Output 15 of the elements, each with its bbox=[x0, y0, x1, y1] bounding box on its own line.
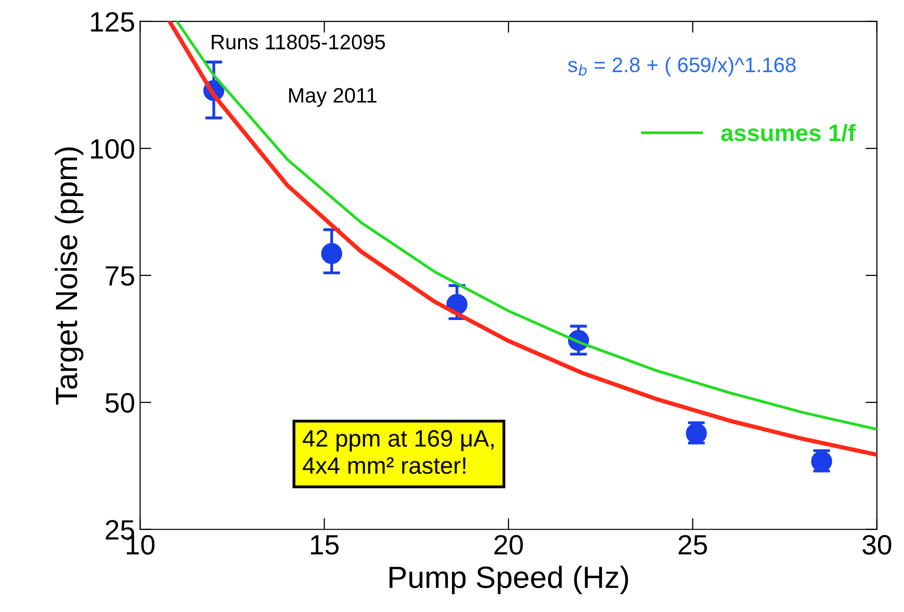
x-axis-title: Pump Speed (Hz) bbox=[390, 566, 628, 594]
y-tick-label: 100 bbox=[91, 139, 134, 159]
x-tick-label: 20 bbox=[494, 534, 523, 555]
y-tick-label: 50 bbox=[105, 393, 134, 413]
x-tick-label: 25 bbox=[678, 534, 707, 555]
annotation: Runs 11805-12095 bbox=[212, 34, 385, 50]
annotation: s$_{b}$ = 2.8 + ( 659/x)^1.168 bbox=[568, 56, 796, 76]
y-tick-label: 75 bbox=[106, 266, 134, 286]
x-tick-label: 15 bbox=[310, 535, 339, 555]
y-axis-title: Target Noise (ppm) bbox=[54, 147, 84, 405]
x-tick-label: 30 bbox=[862, 534, 892, 555]
legend-label: assumes 1/f bbox=[721, 124, 856, 142]
y-tick-label: 125 bbox=[91, 12, 134, 32]
annotation: 42 ppm at 169 μA, 4x4 mm² raster! bbox=[302, 430, 494, 474]
annotation: May 2011 bbox=[289, 88, 376, 107]
